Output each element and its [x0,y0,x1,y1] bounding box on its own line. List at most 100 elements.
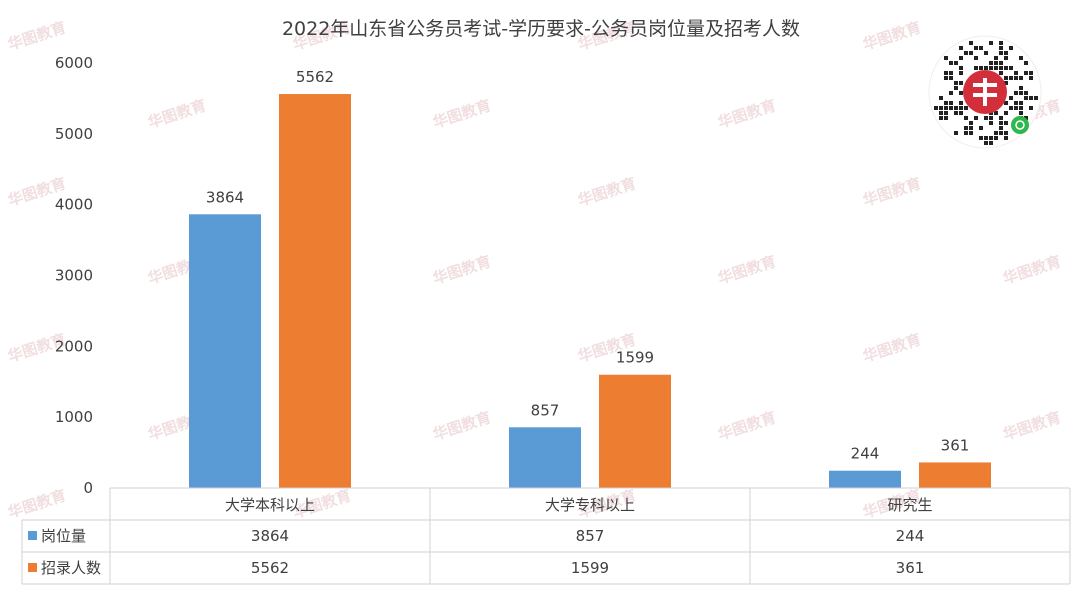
qr-module [1029,71,1033,75]
qr-module [954,86,958,90]
qr-module [959,91,963,95]
qr-module [964,106,968,110]
qr-module [934,106,938,110]
qr-module [959,71,963,75]
watermark-text: 华图教育 [576,174,639,210]
qr-module [1009,46,1013,50]
y-tick-label: 5000 [55,125,93,143]
qr-module [999,46,1003,50]
watermark-text: 华图教育 [861,18,924,54]
qr-module [989,121,993,125]
qr-module [949,61,953,65]
qr-module [1004,56,1008,60]
data-label: 361 [941,436,970,454]
qr-module [1004,136,1008,140]
qr-module [994,61,998,65]
qr-module [1029,96,1033,100]
qr-module [979,126,983,130]
qr-module [989,116,993,120]
data-label: 5562 [296,68,334,86]
qr-module [1004,51,1008,55]
qr-module [944,111,948,115]
qr-module [959,101,963,105]
qr-module [989,136,993,140]
qr-module [944,76,948,80]
bar [279,94,351,489]
qr-module [974,56,978,60]
y-tick-label: 1000 [55,408,93,426]
qr-module [984,136,988,140]
y-tick-label: 3000 [55,267,93,285]
qr-module [1014,101,1018,105]
qr-module [984,116,988,120]
qr-module [1004,101,1008,105]
y-tick-label: 0 [83,479,93,497]
qr-module [1014,91,1018,95]
qr-module [939,116,943,120]
qr-module [989,66,993,70]
y-axis: 0 1000 2000 3000 4000 5000 6000 [55,54,93,497]
qr-module [999,51,1003,55]
watermark-text: 华图教育 [146,96,209,132]
watermark-text: 华图教育 [431,96,494,132]
qr-module [1024,116,1028,120]
table-cell: 3864 [251,527,289,545]
qr-module [969,126,973,130]
legend-label: 岗位量 [41,527,86,545]
data-label: 244 [851,445,880,463]
qr-module [989,41,993,45]
qr-module [949,76,953,80]
qr-module [969,51,973,55]
qr-module [959,106,963,110]
legend-swatch [28,563,37,572]
mini-program-badge [1011,116,1029,134]
qr-module [1014,106,1018,110]
watermark-text: 华图教育 [1001,252,1064,288]
qr-module [964,51,968,55]
data-labels: 3864 5562 857 1599 244 361 [206,68,969,463]
qr-module [1009,66,1013,70]
qr-module [1009,106,1013,110]
watermark-text: 华图教育 [861,330,924,366]
qr-module [999,66,1003,70]
qr-module [999,126,1003,130]
qr-module [1019,56,1023,60]
chart-title: 2022年山东省公务员考试-学历要求-公务员岗位量及招考人数 [282,18,800,40]
qr-module [1019,101,1023,105]
qr-module [999,131,1003,135]
qr-logo-mark [983,78,987,106]
qr-module [1009,96,1013,100]
qr-module [1024,96,1028,100]
qr-module [1004,121,1008,125]
qr-module [979,46,983,50]
qr-module [944,106,948,110]
qr-module [949,106,953,110]
table-cell: 361 [896,559,925,577]
watermark-text: 华图教育 [6,18,69,54]
qr-module [999,116,1003,120]
qr-module [944,101,948,105]
qr-module [944,71,948,75]
qr-module [1004,131,1008,135]
qr-module [989,141,993,145]
qr-module [994,56,998,60]
qr-module [974,116,978,120]
qr-module [1004,76,1008,80]
data-label: 857 [531,401,560,419]
bar [919,462,991,488]
qr-module [984,141,988,145]
qr-module [994,111,998,115]
bar [829,470,901,488]
table-cell: 1599 [571,559,609,577]
table-cell: 244 [896,527,925,545]
qr-module [1019,106,1023,110]
qr-module [959,46,963,50]
qr-module [994,66,998,70]
qr-module [999,121,1003,125]
category-label: 大学本科以上 [225,496,315,514]
qr-module [1009,76,1013,80]
bars [189,94,991,489]
wechat-mini-program-qr-icon [928,35,1042,149]
qr-module [1004,111,1008,115]
